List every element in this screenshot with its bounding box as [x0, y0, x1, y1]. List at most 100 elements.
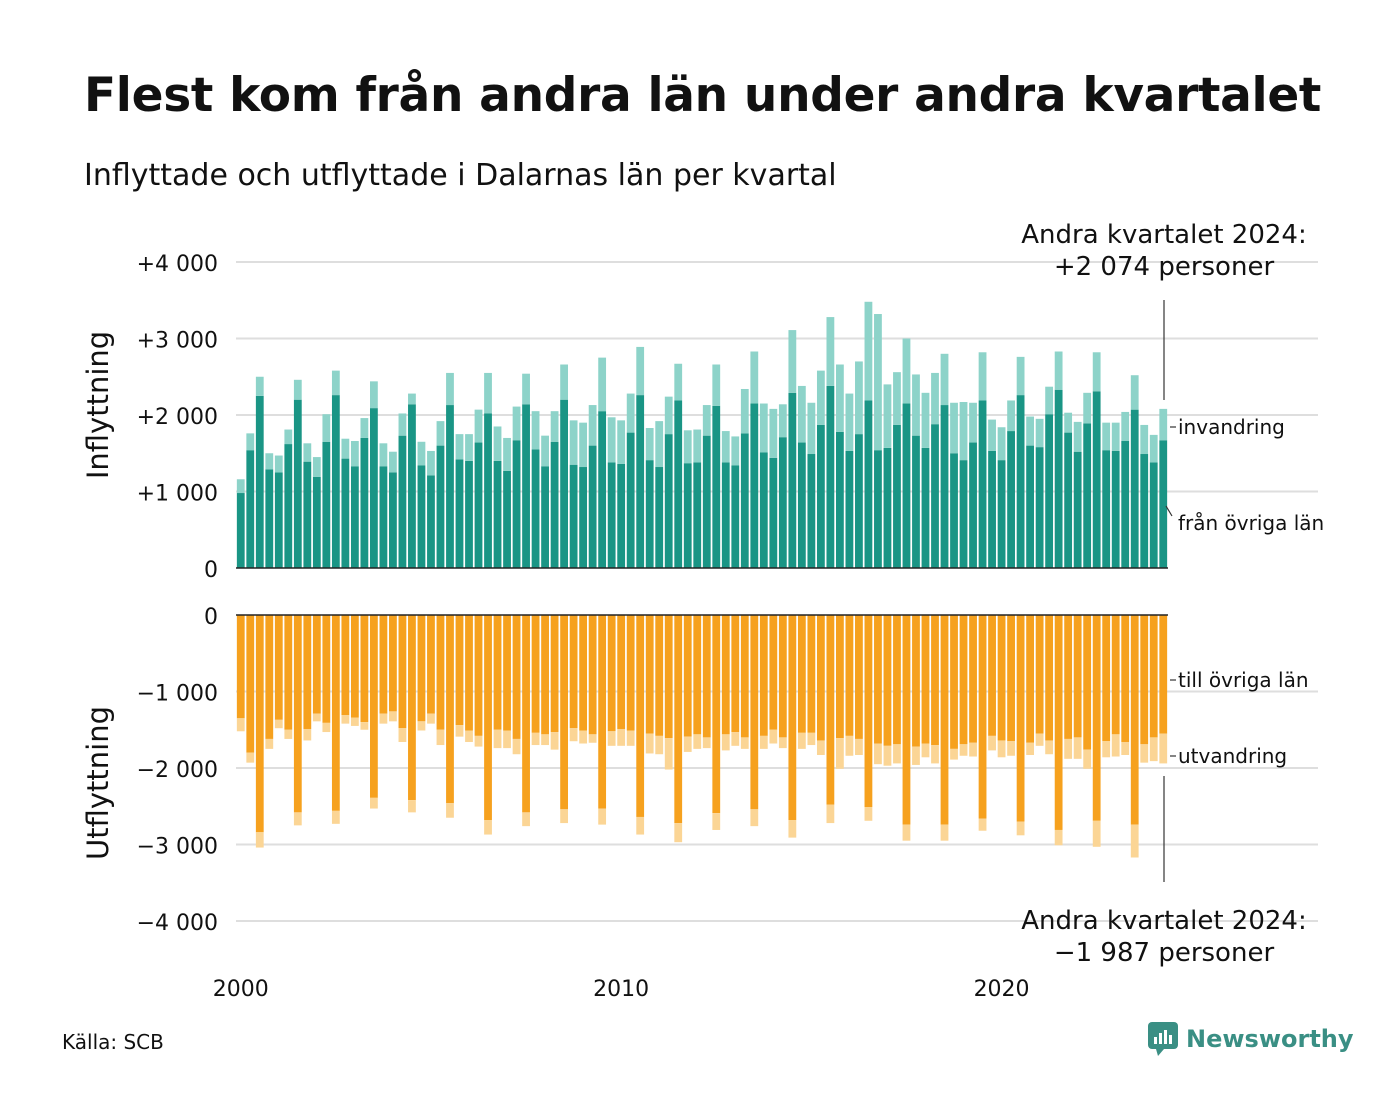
bar-till-ovriga-lan: [712, 615, 721, 814]
bar-utvandring: [360, 722, 369, 730]
bar-fran-ovriga-lan: [274, 472, 283, 568]
bar-fran-ovriga-lan: [912, 435, 920, 568]
bar-invandring: [398, 413, 407, 436]
bar-invandring: [303, 443, 312, 462]
bar-utvandring: [731, 732, 740, 746]
bar-invandring: [940, 353, 949, 406]
bar-invandring: [236, 479, 245, 494]
bar-invandring: [1111, 422, 1120, 451]
bar-invandring: [950, 402, 958, 454]
bar-till-ovriga-lan: [360, 615, 369, 723]
bar-till-ovriga-lan: [331, 615, 340, 811]
bar-till-ovriga-lan: [1111, 615, 1120, 735]
bar-utvandring: [988, 735, 996, 751]
bar-fran-ovriga-lan: [712, 405, 721, 568]
bar-till-ovriga-lan: [683, 615, 692, 737]
ytick-label-bottom: −2 000: [137, 758, 218, 783]
bar-till-ovriga-lan: [645, 615, 654, 734]
bar-till-ovriga-lan: [1016, 615, 1025, 822]
bar-fran-ovriga-lan: [788, 392, 797, 568]
bar-invandring: [541, 435, 549, 467]
bar-fran-ovriga-lan: [683, 463, 692, 568]
bar-fran-ovriga-lan: [731, 465, 740, 568]
bar-till-ovriga-lan: [759, 615, 768, 736]
bar-till-ovriga-lan: [1073, 615, 1082, 738]
bar-invandring: [683, 430, 692, 464]
bar-till-ovriga-lan: [322, 615, 331, 723]
bar-till-ovriga-lan: [1159, 615, 1168, 734]
bar-fran-ovriga-lan: [883, 447, 892, 568]
bar-invandring: [493, 426, 502, 461]
ytick-label-bottom: 0: [204, 605, 218, 630]
bar-fran-ovriga-lan: [1026, 445, 1035, 568]
bar-utvandring: [788, 820, 797, 838]
bar-fran-ovriga-lan: [864, 400, 873, 568]
bar-till-ovriga-lan: [778, 615, 787, 738]
bar-fran-ovriga-lan: [265, 469, 274, 568]
bar-utvandring: [797, 732, 806, 749]
annotation-top-line1: Andra kvartalet 2024:: [1021, 220, 1306, 250]
bar-fran-ovriga-lan: [1149, 462, 1158, 568]
bar-fran-ovriga-lan: [988, 450, 996, 568]
bar-invandring: [759, 403, 768, 453]
bar-invandring: [874, 314, 882, 451]
bar-till-ovriga-lan: [312, 615, 321, 714]
bar-till-ovriga-lan: [417, 615, 426, 722]
bar-utvandring: [702, 737, 711, 749]
bar-fran-ovriga-lan: [921, 447, 930, 568]
bar-till-ovriga-lan: [969, 615, 977, 743]
ytick-label-top: +1 000: [137, 482, 218, 507]
bar-utvandring: [645, 733, 654, 754]
bar-fran-ovriga-lan: [1064, 432, 1073, 568]
bar-invandring: [1007, 400, 1015, 432]
bar-invandring: [912, 374, 920, 436]
bar-fran-ovriga-lan: [503, 470, 511, 568]
bar-fran-ovriga-lan: [797, 442, 806, 568]
ytick-label-top: +3 000: [137, 329, 218, 354]
bar-invandring: [408, 393, 416, 405]
bar-till-ovriga-lan: [959, 615, 968, 745]
bar-till-ovriga-lan: [560, 615, 569, 810]
bar-utvandring: [436, 729, 445, 746]
bar-invandring: [503, 437, 511, 471]
bar-till-ovriga-lan: [350, 615, 359, 718]
bar-utvandring: [997, 740, 1006, 758]
bar-till-ovriga-lan: [550, 615, 559, 733]
bar-invandring: [969, 402, 977, 443]
bar-invandring: [569, 420, 578, 465]
bar-utvandring: [845, 735, 854, 756]
bar-fran-ovriga-lan: [588, 445, 597, 568]
bar-utvandring: [569, 728, 578, 742]
bar-till-ovriga-lan: [655, 615, 664, 736]
bar-utvandring: [1045, 740, 1054, 755]
bar-invandring: [807, 402, 816, 455]
bar-invandring: [607, 417, 616, 463]
bar-fran-ovriga-lan: [446, 405, 454, 568]
annotation-bottom-line2: −1 987 personer: [1054, 938, 1275, 968]
bar-till-ovriga-lan: [845, 615, 854, 736]
bar-till-ovriga-lan: [1092, 615, 1101, 821]
bar-fran-ovriga-lan: [350, 466, 359, 568]
bar-till-ovriga-lan: [474, 615, 483, 736]
bar-invandring: [740, 388, 749, 434]
bar-utvandring: [379, 713, 388, 724]
bar-utvandring: [484, 820, 492, 835]
bar-utvandring: [674, 823, 683, 843]
bar-invandring: [427, 450, 435, 476]
bar-fran-ovriga-lan: [940, 405, 949, 568]
bar-till-ovriga-lan: [740, 615, 749, 738]
bar-utvandring: [740, 737, 749, 749]
annotation-top-line2: +2 074 personer: [1054, 252, 1275, 282]
bar-till-ovriga-lan: [541, 615, 549, 735]
bar-utvandring: [636, 816, 645, 835]
bar-utvandring: [531, 732, 540, 746]
bar-fran-ovriga-lan: [626, 432, 635, 568]
bar-fran-ovriga-lan: [807, 454, 816, 568]
bar-utvandring: [1073, 737, 1082, 759]
ytick-label-top: 0: [204, 558, 218, 583]
bar-invandring: [788, 330, 797, 393]
bar-fran-ovriga-lan: [455, 459, 464, 568]
bar-fran-ovriga-lan: [835, 431, 844, 568]
bar-invandring: [617, 420, 626, 464]
